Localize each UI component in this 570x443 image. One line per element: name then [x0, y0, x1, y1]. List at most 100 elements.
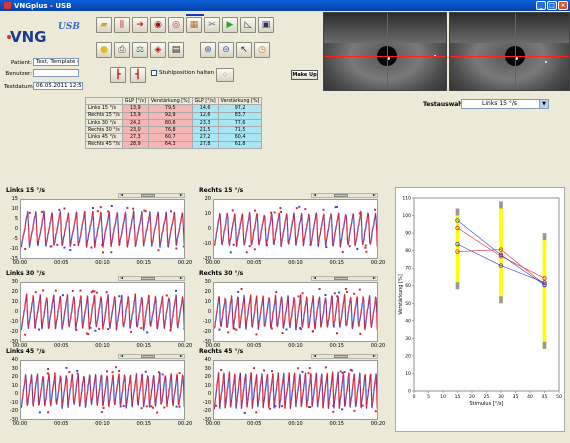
scroll-thumb[interactable]	[334, 355, 348, 358]
triangle-button[interactable]: ◺	[240, 17, 256, 33]
stats-header: GLP [°/s]	[191, 96, 219, 106]
bars-button[interactable]: ⫼	[114, 17, 130, 33]
date-field[interactable]: 06.05.2011 12:50:18	[33, 82, 83, 90]
chevron-down-icon[interactable]: ▼	[539, 100, 548, 108]
trace-point	[24, 247, 27, 250]
plot-scrollbar[interactable]: ◄ ►	[118, 275, 185, 281]
scroll-right-icon[interactable]: ►	[179, 353, 183, 358]
scroll-left-icon[interactable]: ◄	[120, 353, 124, 358]
trace-point	[341, 408, 344, 411]
trace-plot[interactable]	[213, 360, 378, 420]
plot-scrollbar[interactable]: ◄ ►	[118, 353, 185, 359]
scroll-left-icon[interactable]: ◄	[120, 275, 124, 280]
scroll-right-icon[interactable]: ►	[372, 192, 376, 197]
play-button[interactable]: ▶	[222, 17, 238, 33]
dots-button[interactable]: ⁘	[216, 68, 234, 82]
stats-row-label: Rechts 45 °/s	[85, 140, 123, 150]
stuhlposition-checkbox[interactable]: Stuhlposition halten	[151, 70, 214, 76]
plot-ytick: 10	[11, 299, 18, 305]
plot-title: Rechts 15 °/s	[199, 187, 244, 194]
clapper-button[interactable]: ▤	[168, 42, 184, 58]
trace-point	[268, 407, 271, 410]
scroll-right-icon[interactable]: ►	[372, 353, 376, 358]
minimize-button[interactable]: _	[536, 1, 546, 10]
plot-ytick: 40	[204, 357, 211, 363]
trace-plot[interactable]	[20, 360, 185, 420]
gain-chart: 0 10 20 30 40 50 60 70 80 90 100 110 0 5 10 15 20 25 30 35 4…	[398, 196, 562, 408]
bulb-button[interactable]: ●	[96, 42, 112, 58]
scroll-thumb[interactable]	[141, 277, 155, 280]
chair-left-button[interactable]: ┣	[110, 67, 126, 83]
testauswahl-select[interactable]: Links 15 °/s ▼	[461, 99, 549, 109]
gain-xtick-label: 20	[469, 394, 475, 400]
user-field[interactable]	[33, 69, 79, 77]
trace-point	[156, 411, 159, 414]
scale-button[interactable]: ⚖	[132, 42, 148, 58]
trace-point	[79, 289, 82, 292]
target-button[interactable]: ◎	[168, 17, 184, 33]
save-button[interactable]: ▣	[258, 17, 274, 33]
plot-xtick: 00:10	[288, 421, 303, 427]
stats-cell: 60,4	[217, 133, 263, 142]
gain-ytick-label: 90	[405, 231, 411, 237]
scroll-thumb[interactable]	[334, 194, 348, 197]
box-button[interactable]: ▦	[186, 17, 202, 33]
gain-ytick-label: 20	[405, 353, 411, 359]
stats-row: Rechts 30 °/s 23,0 76,8 21,5 71,5	[85, 126, 263, 135]
plot-xtick: 00:00	[12, 260, 28, 266]
zoom-in-button[interactable]: ⊕	[200, 42, 216, 58]
trace-plot[interactable]	[213, 282, 378, 342]
scroll-right-icon[interactable]: ►	[179, 275, 183, 280]
arrows-button[interactable]: ➜	[132, 17, 148, 33]
plot-title: Rechts 30 °/s	[199, 270, 244, 277]
plot-scrollbar[interactable]: ◄ ►	[311, 275, 378, 281]
chair-right-button[interactable]: ┫	[130, 67, 146, 83]
tools-button[interactable]: ✂	[204, 17, 220, 33]
plot-xtick: 00:00	[12, 421, 28, 427]
trace-point	[105, 291, 108, 294]
print-button[interactable]: ⎙	[114, 42, 130, 58]
plot-xtick: 00:00	[205, 343, 221, 349]
stats-cell: 13,9	[121, 111, 149, 120]
trace-point	[301, 292, 304, 295]
plot-scrollbar[interactable]: ◄ ►	[118, 192, 185, 198]
stats-cell: 23,3	[191, 118, 219, 128]
eye-red-button[interactable]: ◈	[150, 42, 166, 58]
folder-button[interactable]: ▰	[96, 17, 112, 33]
trace-plot[interactable]	[213, 199, 378, 259]
trace-point	[92, 207, 95, 209]
stats-cell: 28,9	[121, 140, 149, 150]
gain-xtick-label: 50	[556, 394, 562, 400]
makeup-button[interactable]: Make Up	[291, 70, 318, 80]
close-button[interactable]: ×	[558, 1, 568, 10]
scroll-right-icon[interactable]: ►	[179, 192, 183, 197]
trace-line-red	[21, 293, 184, 331]
cursor-button[interactable]: ↖	[236, 42, 252, 58]
stuhlposition-box[interactable]	[151, 70, 157, 76]
bulb-icon: ●	[100, 44, 108, 55]
trace-plot[interactable]	[20, 282, 185, 342]
scroll-left-icon[interactable]: ◄	[313, 192, 317, 197]
scroll-left-icon[interactable]: ◄	[313, 275, 317, 280]
gain-ytick-label: 50	[405, 301, 411, 307]
eye-button[interactable]: ◉	[150, 17, 166, 33]
scroll-right-icon[interactable]: ►	[372, 275, 376, 280]
plot-scrollbar[interactable]: ◄ ►	[311, 192, 378, 198]
zoom-out-button[interactable]: ⊖	[218, 42, 234, 58]
maximize-button[interactable]: □	[547, 1, 557, 10]
plot-ytick: 30	[11, 365, 18, 372]
trace-plot[interactable]	[20, 199, 185, 259]
scroll-thumb[interactable]	[141, 355, 155, 358]
patient-field[interactable]: Test, Template (27)	[33, 58, 79, 66]
trace-point	[248, 245, 251, 248]
clock-button[interactable]: ◷	[254, 42, 270, 58]
scroll-thumb[interactable]	[334, 277, 348, 280]
gain-ytick-label: 60	[405, 283, 411, 289]
trace-line-red	[21, 210, 184, 248]
plot-ytick: 40	[11, 357, 18, 363]
scroll-thumb[interactable]	[141, 194, 155, 197]
scroll-left-icon[interactable]: ◄	[120, 192, 124, 197]
plot-scrollbar[interactable]: ◄ ►	[311, 353, 378, 359]
scroll-left-icon[interactable]: ◄	[313, 353, 317, 358]
trace-point	[75, 329, 78, 332]
